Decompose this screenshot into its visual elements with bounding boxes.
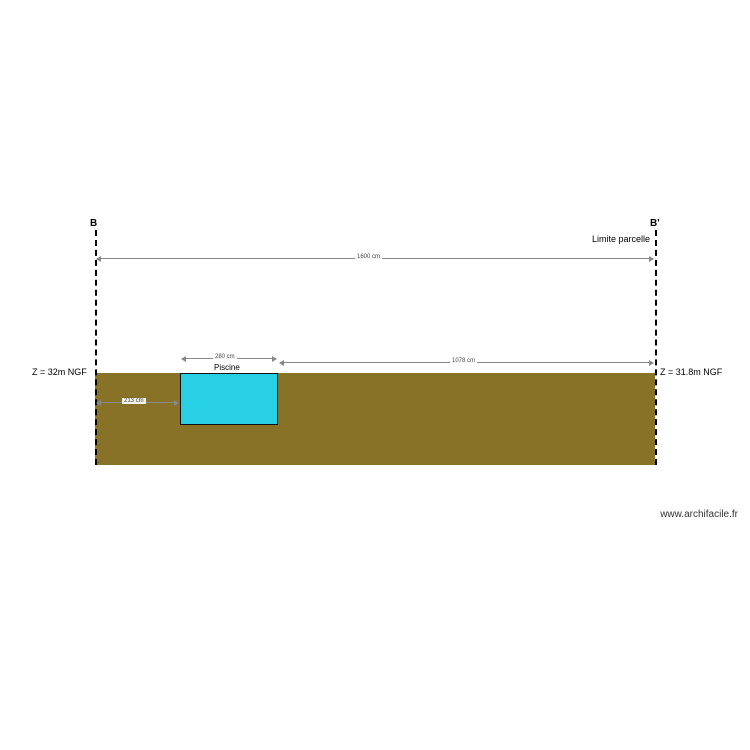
dim-left-gap-value: 213 cm xyxy=(122,398,146,404)
boundary-line-right xyxy=(655,230,657,465)
dim-overall-value: 1600 cm xyxy=(355,254,382,260)
ground-fill xyxy=(95,373,655,465)
pool-rect xyxy=(180,373,278,425)
label-z-right: Z = 31.8m NGF xyxy=(660,367,722,377)
marker-b: B xyxy=(90,218,97,229)
marker-b-prime: B' xyxy=(650,218,660,229)
boundary-line-left xyxy=(95,230,97,465)
dim-pool-width-value: 280 cm xyxy=(213,354,237,360)
pool-top-edge xyxy=(180,373,278,374)
label-piscine: Piscine xyxy=(214,363,240,372)
credit-link: www.archifacile.fr xyxy=(660,509,738,520)
label-z-left: Z = 32m NGF xyxy=(32,367,87,377)
dim-right-gap-value: 1078 cm xyxy=(450,358,477,364)
cross-section-diagram: B B' Limite parcelle Z = 32m NGF Z = 31.… xyxy=(0,0,750,750)
label-limite-parcelle: Limite parcelle xyxy=(592,234,650,244)
